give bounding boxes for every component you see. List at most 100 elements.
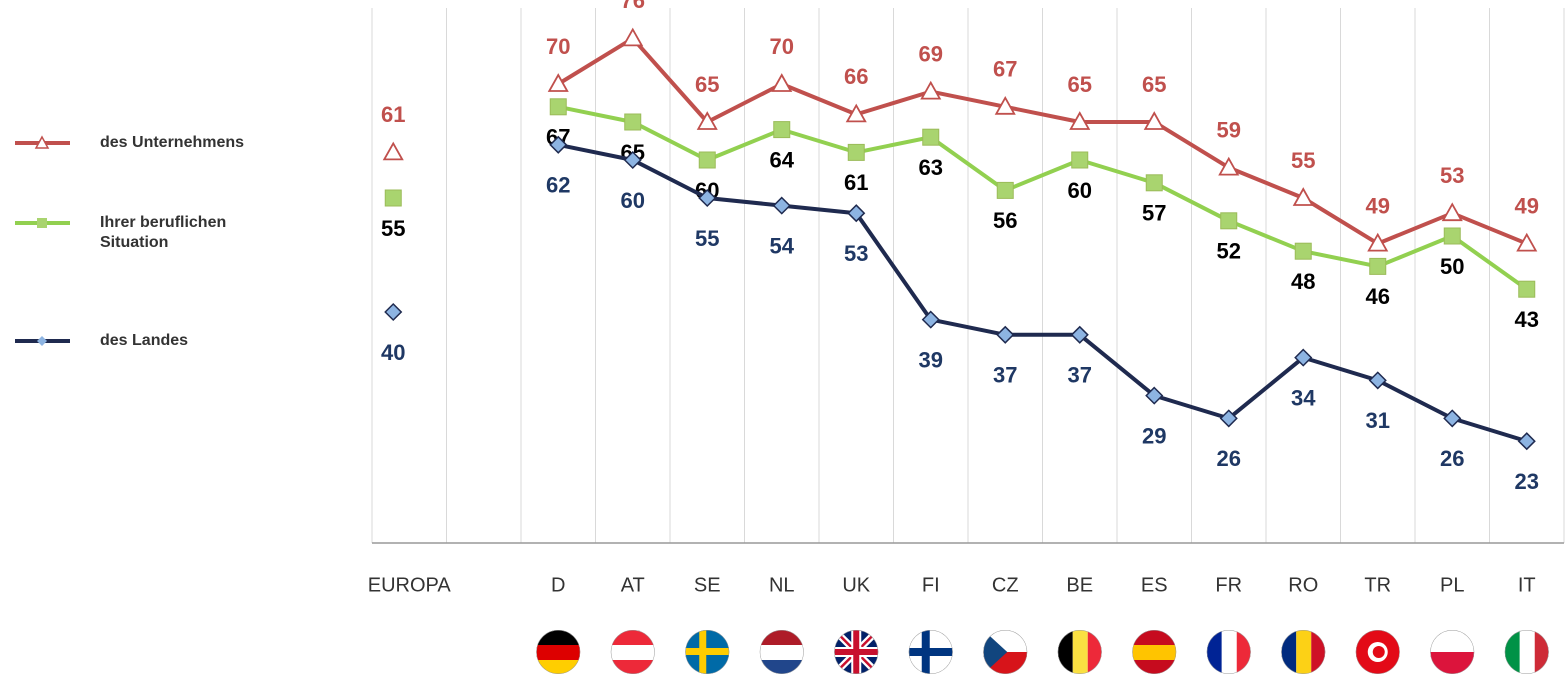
x-tick-label: PL: [1440, 574, 1464, 596]
marker: [1218, 156, 1240, 176]
data-label: 54: [770, 233, 795, 258]
flag-part: [1132, 630, 1177, 645]
marker: [623, 150, 642, 170]
marker: [384, 302, 403, 322]
data-label: 31: [1366, 408, 1390, 433]
marker: [1292, 187, 1314, 206]
flag-part: [759, 630, 804, 645]
data-label: 52: [1217, 239, 1241, 264]
flag-part: [610, 645, 655, 660]
data-label: 57: [1142, 201, 1166, 226]
flag-part: [853, 630, 860, 674]
flag-part: [1072, 630, 1088, 674]
x-tick-label: FR: [1215, 574, 1242, 596]
x-tick-label: FI: [922, 574, 940, 596]
data-label: 39: [919, 347, 943, 372]
marker: [994, 95, 1016, 115]
data-label: 76: [621, 0, 645, 13]
data-label: 60: [1068, 178, 1092, 203]
flag-part: [685, 648, 730, 655]
data-label: 49: [1515, 193, 1539, 218]
marker: [1294, 242, 1312, 260]
marker: [1071, 151, 1089, 169]
data-label: 66: [844, 64, 868, 89]
x-tick-label: BE: [1066, 574, 1093, 596]
flag-part: [1132, 660, 1177, 674]
flag-part: [1087, 630, 1102, 674]
x-tick-label: CZ: [992, 574, 1019, 596]
marker: [1145, 174, 1163, 192]
marker: [1069, 111, 1091, 130]
data-label: 37: [1068, 363, 1092, 388]
flag: [536, 630, 581, 674]
data-label: 29: [1142, 423, 1166, 448]
flag: [983, 630, 1028, 674]
marker: [996, 325, 1015, 344]
data-label: 23: [1515, 469, 1539, 494]
flag-part: [1206, 630, 1222, 674]
data-label: 50: [1440, 254, 1464, 279]
marker: [1070, 325, 1089, 344]
data-label: 34: [1291, 385, 1316, 410]
x-tick-label: EUROPA: [368, 574, 452, 596]
x-tick-label: TR: [1364, 574, 1391, 596]
series-line: [557, 36, 1528, 246]
data-label: 56: [993, 208, 1017, 233]
x-tick-label: ES: [1141, 574, 1168, 596]
data-label: 70: [546, 34, 570, 59]
marker: [696, 111, 718, 130]
marker: [922, 128, 940, 146]
data-label: 26: [1217, 446, 1241, 471]
marker: [847, 143, 865, 161]
marker: [547, 73, 569, 92]
flag: [908, 630, 953, 674]
flag-part: [1132, 645, 1177, 660]
flag-part: [1221, 630, 1237, 674]
marker: [1517, 432, 1536, 451]
marker: [1145, 386, 1164, 405]
flag-part: [759, 645, 804, 660]
data-label: 53: [844, 241, 868, 266]
marker: [698, 151, 716, 169]
data-label: 65: [1142, 72, 1166, 97]
data-label: 69: [919, 41, 943, 66]
marker: [1294, 348, 1313, 367]
data-label: 40: [381, 340, 405, 365]
data-label: 46: [1366, 284, 1390, 309]
flag-part: [1519, 630, 1535, 674]
data-label: 70: [770, 34, 794, 59]
flag-part: [1296, 630, 1312, 674]
marker: [549, 98, 567, 116]
marker: [1443, 409, 1462, 428]
marker: [384, 189, 402, 207]
marker: [698, 188, 717, 208]
marker: [845, 103, 867, 123]
marker: [1143, 111, 1165, 130]
marker: [382, 141, 404, 161]
marker: [1518, 280, 1536, 298]
flag: [834, 630, 879, 674]
x-tick-label: NL: [769, 574, 795, 596]
flag-part: [1236, 630, 1251, 674]
flag-part: [1281, 630, 1297, 674]
flag: [1281, 630, 1326, 674]
marker: [1441, 202, 1463, 222]
data-label: 65: [695, 72, 719, 97]
data-label: 55: [1291, 148, 1315, 173]
flag: [1504, 630, 1549, 674]
marker: [1220, 212, 1238, 230]
flag: [610, 630, 655, 674]
flag-part: [610, 630, 655, 645]
flag-part: [759, 660, 804, 674]
x-tick-label: UK: [842, 574, 870, 596]
flag-part: [1504, 630, 1520, 674]
data-label: 55: [381, 216, 405, 241]
legend-marker: [34, 135, 50, 149]
marker: [1219, 409, 1238, 428]
data-label: 48: [1291, 269, 1315, 294]
marker: [1516, 232, 1538, 252]
flag-part: [536, 660, 581, 674]
data-label: 59: [1217, 117, 1241, 142]
flag: [1057, 630, 1102, 674]
